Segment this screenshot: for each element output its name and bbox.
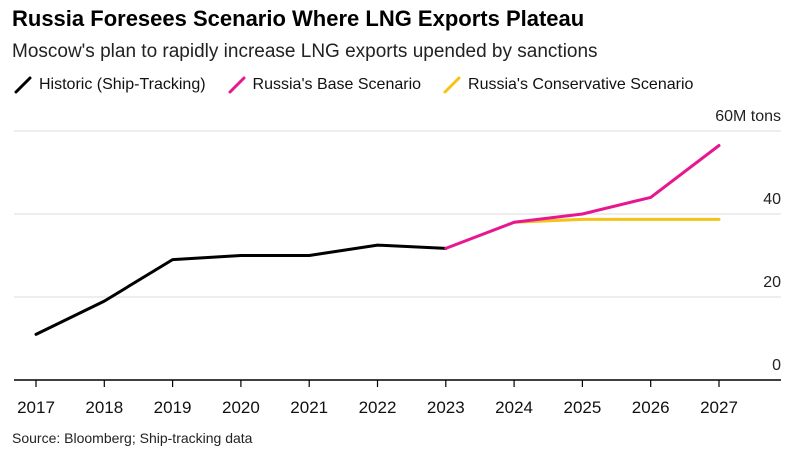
x-tick-label-2020: 2020 <box>222 398 260 417</box>
legend-label-historic: Historic (Ship-Tracking) <box>39 76 206 93</box>
x-tick-label-2022: 2022 <box>359 398 397 417</box>
x-tick-label-2021: 2021 <box>290 398 328 417</box>
y-tick-label-0: 0 <box>772 357 781 374</box>
x-tick-label-2017: 2017 <box>17 398 55 417</box>
legend: Historic (Ship-Tracking) Russia's Base S… <box>14 74 715 96</box>
x-tick-label-2019: 2019 <box>154 398 192 417</box>
series-line-1 <box>444 144 721 250</box>
x-tick-label-2027: 2027 <box>700 398 738 417</box>
gridlines <box>14 130 781 298</box>
chart-title: Russia Foresees Scenario Where LNG Expor… <box>12 6 585 31</box>
x-tick-label-2018: 2018 <box>85 398 123 417</box>
series-line-2 <box>512 217 721 224</box>
y-axis-labels: 0 20 40 60M tons <box>715 108 781 374</box>
legend-swatch-base-line <box>228 76 246 94</box>
legend-label-conservative: Russia's Conservative Scenario <box>468 76 694 93</box>
legend-item-base: Russia's Base Scenario <box>228 76 421 94</box>
legend-swatch-historic <box>14 76 32 94</box>
series-line-0 <box>34 243 448 336</box>
legend-swatch-historic-line <box>14 76 32 94</box>
legend-swatch-conservative <box>443 76 461 94</box>
series-lines <box>34 144 721 336</box>
y-tick-label-20: 20 <box>763 274 781 291</box>
legend-item-historic: Historic (Ship-Tracking) <box>14 76 206 94</box>
chart-subtitle: Moscow's plan to rapidly increase LNG ex… <box>12 41 598 62</box>
y-tick-label-40: 40 <box>763 191 781 208</box>
legend-swatch-conservative-line <box>443 76 461 94</box>
legend-item-conservative: Russia's Conservative Scenario <box>443 76 693 94</box>
legend-swatch-base <box>228 76 246 94</box>
x-tick-label-2024: 2024 <box>495 398 533 417</box>
x-tick-label-2025: 2025 <box>563 398 601 417</box>
y-tick-label-60: 60M tons <box>715 108 781 125</box>
source-note: Source: Bloomberg; Ship-tracking data <box>12 430 253 446</box>
x-tick-label-2023: 2023 <box>427 398 465 417</box>
x-tick-label-2026: 2026 <box>632 398 670 417</box>
legend-label-base: Russia's Base Scenario <box>252 76 422 93</box>
x-axis: 2017 2018 2019 2020 2021 2022 2023 2024 2025 2026… <box>14 379 781 417</box>
